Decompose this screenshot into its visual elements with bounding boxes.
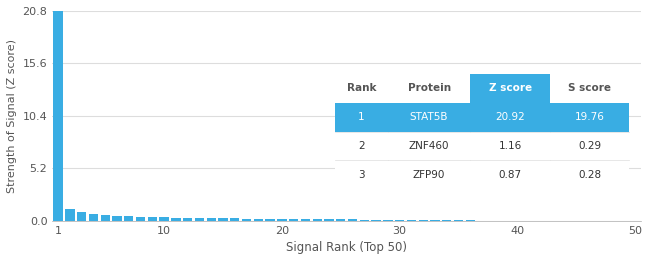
Bar — [136, 217, 146, 221]
Bar — [471, 132, 550, 160]
Text: Rank: Rank — [346, 83, 376, 93]
Bar — [454, 220, 463, 221]
Bar — [335, 160, 388, 189]
Text: 1.16: 1.16 — [499, 141, 522, 151]
Bar — [388, 132, 471, 160]
Bar — [442, 220, 452, 221]
Bar — [101, 215, 110, 221]
Bar — [388, 74, 471, 103]
Bar — [171, 218, 181, 221]
Bar — [550, 132, 629, 160]
Bar — [550, 160, 629, 189]
Bar — [407, 220, 416, 221]
Bar — [230, 218, 239, 221]
Text: 2: 2 — [358, 141, 365, 151]
Bar — [359, 220, 369, 221]
Bar — [124, 216, 133, 221]
Text: STAT5B: STAT5B — [410, 112, 448, 122]
Bar — [383, 220, 393, 221]
Bar — [430, 220, 439, 221]
Bar — [471, 74, 550, 103]
Bar — [324, 219, 333, 221]
Bar — [471, 160, 550, 189]
Bar — [313, 219, 322, 221]
Text: 0.29: 0.29 — [578, 141, 601, 151]
Text: Z score: Z score — [489, 83, 532, 93]
Bar — [265, 219, 275, 221]
Bar — [550, 103, 629, 132]
Text: Protein: Protein — [408, 83, 450, 93]
Bar — [218, 218, 227, 221]
Text: 1: 1 — [358, 112, 365, 122]
Text: 0.87: 0.87 — [499, 170, 522, 180]
Bar — [395, 220, 404, 221]
Bar — [471, 103, 550, 132]
Bar — [335, 103, 388, 132]
Bar — [336, 219, 346, 221]
Text: ZFP90: ZFP90 — [413, 170, 445, 180]
Text: ZNF460: ZNF460 — [409, 141, 449, 151]
Text: 0.28: 0.28 — [578, 170, 601, 180]
Bar — [348, 220, 358, 221]
Bar — [301, 219, 310, 221]
Text: 3: 3 — [358, 170, 365, 180]
Bar — [277, 219, 287, 221]
Bar — [254, 219, 263, 221]
Bar — [388, 160, 471, 189]
Bar — [388, 103, 471, 132]
Bar — [335, 74, 388, 103]
Y-axis label: Strength of Signal (Z score): Strength of Signal (Z score) — [7, 39, 17, 193]
Bar — [148, 217, 157, 221]
Bar — [242, 218, 252, 221]
Bar — [65, 209, 75, 221]
Bar — [159, 217, 169, 221]
Text: S score: S score — [568, 83, 611, 93]
Bar — [289, 219, 298, 221]
Text: 20.92: 20.92 — [495, 112, 525, 122]
Bar — [195, 218, 204, 221]
Text: 19.76: 19.76 — [575, 112, 604, 122]
X-axis label: Signal Rank (Top 50): Signal Rank (Top 50) — [286, 241, 407, 254]
Bar — [419, 220, 428, 221]
Bar — [53, 10, 63, 221]
Bar — [550, 74, 629, 103]
Bar — [112, 216, 122, 221]
Bar — [89, 214, 98, 221]
Bar — [335, 132, 388, 160]
Bar — [371, 220, 381, 221]
Bar — [183, 218, 192, 221]
Bar — [77, 212, 86, 221]
Bar — [207, 218, 216, 221]
